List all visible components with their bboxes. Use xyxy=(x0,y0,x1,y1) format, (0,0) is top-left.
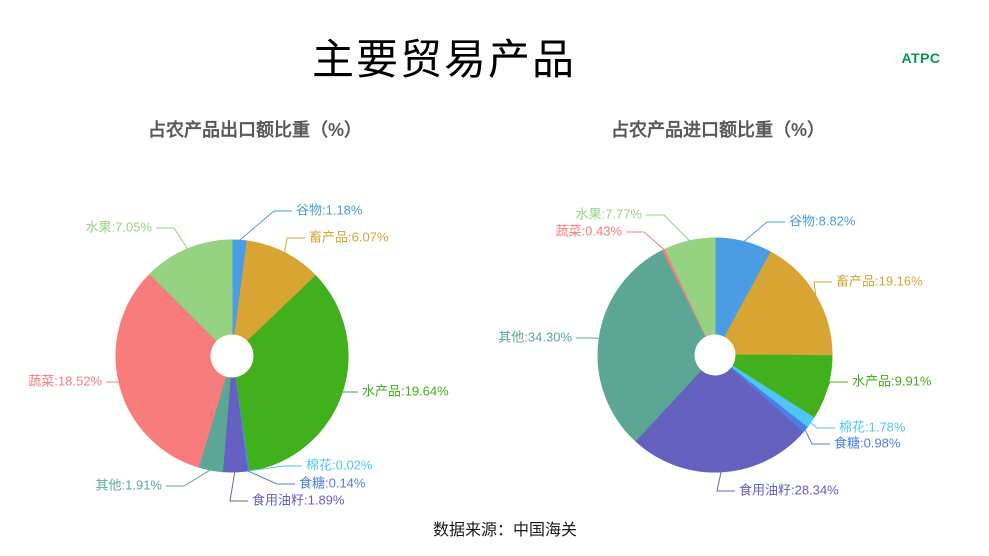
pie-label-cereals: 谷物:1.18% xyxy=(296,202,363,217)
label-line-cotton xyxy=(248,465,302,472)
label-line-fruits xyxy=(156,227,189,250)
pie-label-others: 其他:34.30% xyxy=(498,329,572,344)
pie-label-cotton: 棉花:1.78% xyxy=(839,419,906,434)
pie-slice-others[interactable] xyxy=(597,249,707,442)
pie-slice-aquatic-products[interactable] xyxy=(234,275,349,472)
pie-slice-livestock[interactable] xyxy=(724,251,833,357)
pie-label-others: 其他:1.91% xyxy=(96,477,163,492)
pie-label-vegetables: 蔬菜:18.52% xyxy=(28,373,102,388)
pie-slice-fruits[interactable] xyxy=(149,239,233,342)
label-line-aquatic-products xyxy=(338,391,358,394)
pie-slice-fruits[interactable] xyxy=(664,237,716,337)
label-line-sugar xyxy=(804,429,830,445)
export-chart-title: 占农产品出口额比重（%） xyxy=(147,120,363,140)
label-line-vegetables xyxy=(626,231,665,251)
pie-label-edible-oilseeds: 食用油籽:1.89% xyxy=(252,492,345,507)
pie-label-fruits: 水果:7.05% xyxy=(86,219,153,234)
data-source: 数据来源：中国海关 xyxy=(432,522,578,539)
label-line-cereals xyxy=(743,221,785,242)
export-pie-chart: 谷物:1.18% 畜产品:6.07% 水产品:19.64% 棉花:0.02% 食糖:0.… xyxy=(28,202,449,507)
import-chart-title: 占农产品进口额比重（%） xyxy=(610,120,826,140)
label-line-livestock xyxy=(283,237,305,253)
pie-label-vegetables: 蔬菜:0.43% xyxy=(556,223,623,238)
import-pie-chart: 谷物:8.82% 畜产品:19.16% 水产品:9.91% 棉花:1.78%食糖:0.… xyxy=(498,206,932,497)
pie-label-fruits: 水果:7.77% xyxy=(576,206,643,221)
pie-label-sugar: 食糖:0.14% xyxy=(299,475,366,490)
label-line-others xyxy=(166,469,211,487)
atpc-logo-text: ATPC xyxy=(901,50,941,66)
pie-label-cotton: 棉花:0.02% xyxy=(306,457,373,472)
atpc-logo: ATPC xyxy=(880,17,962,99)
label-line-edible-oilseeds xyxy=(229,471,248,502)
label-line-fruits xyxy=(646,214,690,242)
pie-charts-canvas: 谷物:1.18% 畜产品:6.07% 水产品:19.64% 棉花:0.02% 食糖:0.… xyxy=(28,202,932,507)
pie-label-aquatic-products: 水产品:9.91% xyxy=(852,373,932,388)
page-title: 主要贸易产品 xyxy=(311,36,577,83)
pie-label-livestock: 畜产品:19.16% xyxy=(836,273,923,288)
label-line-vegetables xyxy=(106,381,125,385)
atpc-logo-swirl-icon xyxy=(880,17,962,99)
label-line-aquatic-products xyxy=(826,381,848,389)
label-line-edible-oilseeds xyxy=(716,471,735,492)
pie-label-sugar: 食糖:0.98% xyxy=(834,435,901,450)
label-line-cotton xyxy=(810,422,835,429)
pie-slice-livestock[interactable] xyxy=(234,240,317,342)
pie-label-cereals: 谷物:8.82% xyxy=(789,213,856,228)
pie-label-livestock: 畜产品:6.07% xyxy=(309,229,389,244)
pie-label-aquatic-products: 水产品:19.64% xyxy=(362,383,449,398)
pie-label-edible-oilseeds: 食用油籽:28.34% xyxy=(739,482,839,497)
label-line-cereals xyxy=(239,210,292,241)
label-line-livestock xyxy=(813,281,832,296)
pie-slice-edible-oilseeds[interactable] xyxy=(634,368,804,473)
label-line-sugar xyxy=(247,470,295,485)
